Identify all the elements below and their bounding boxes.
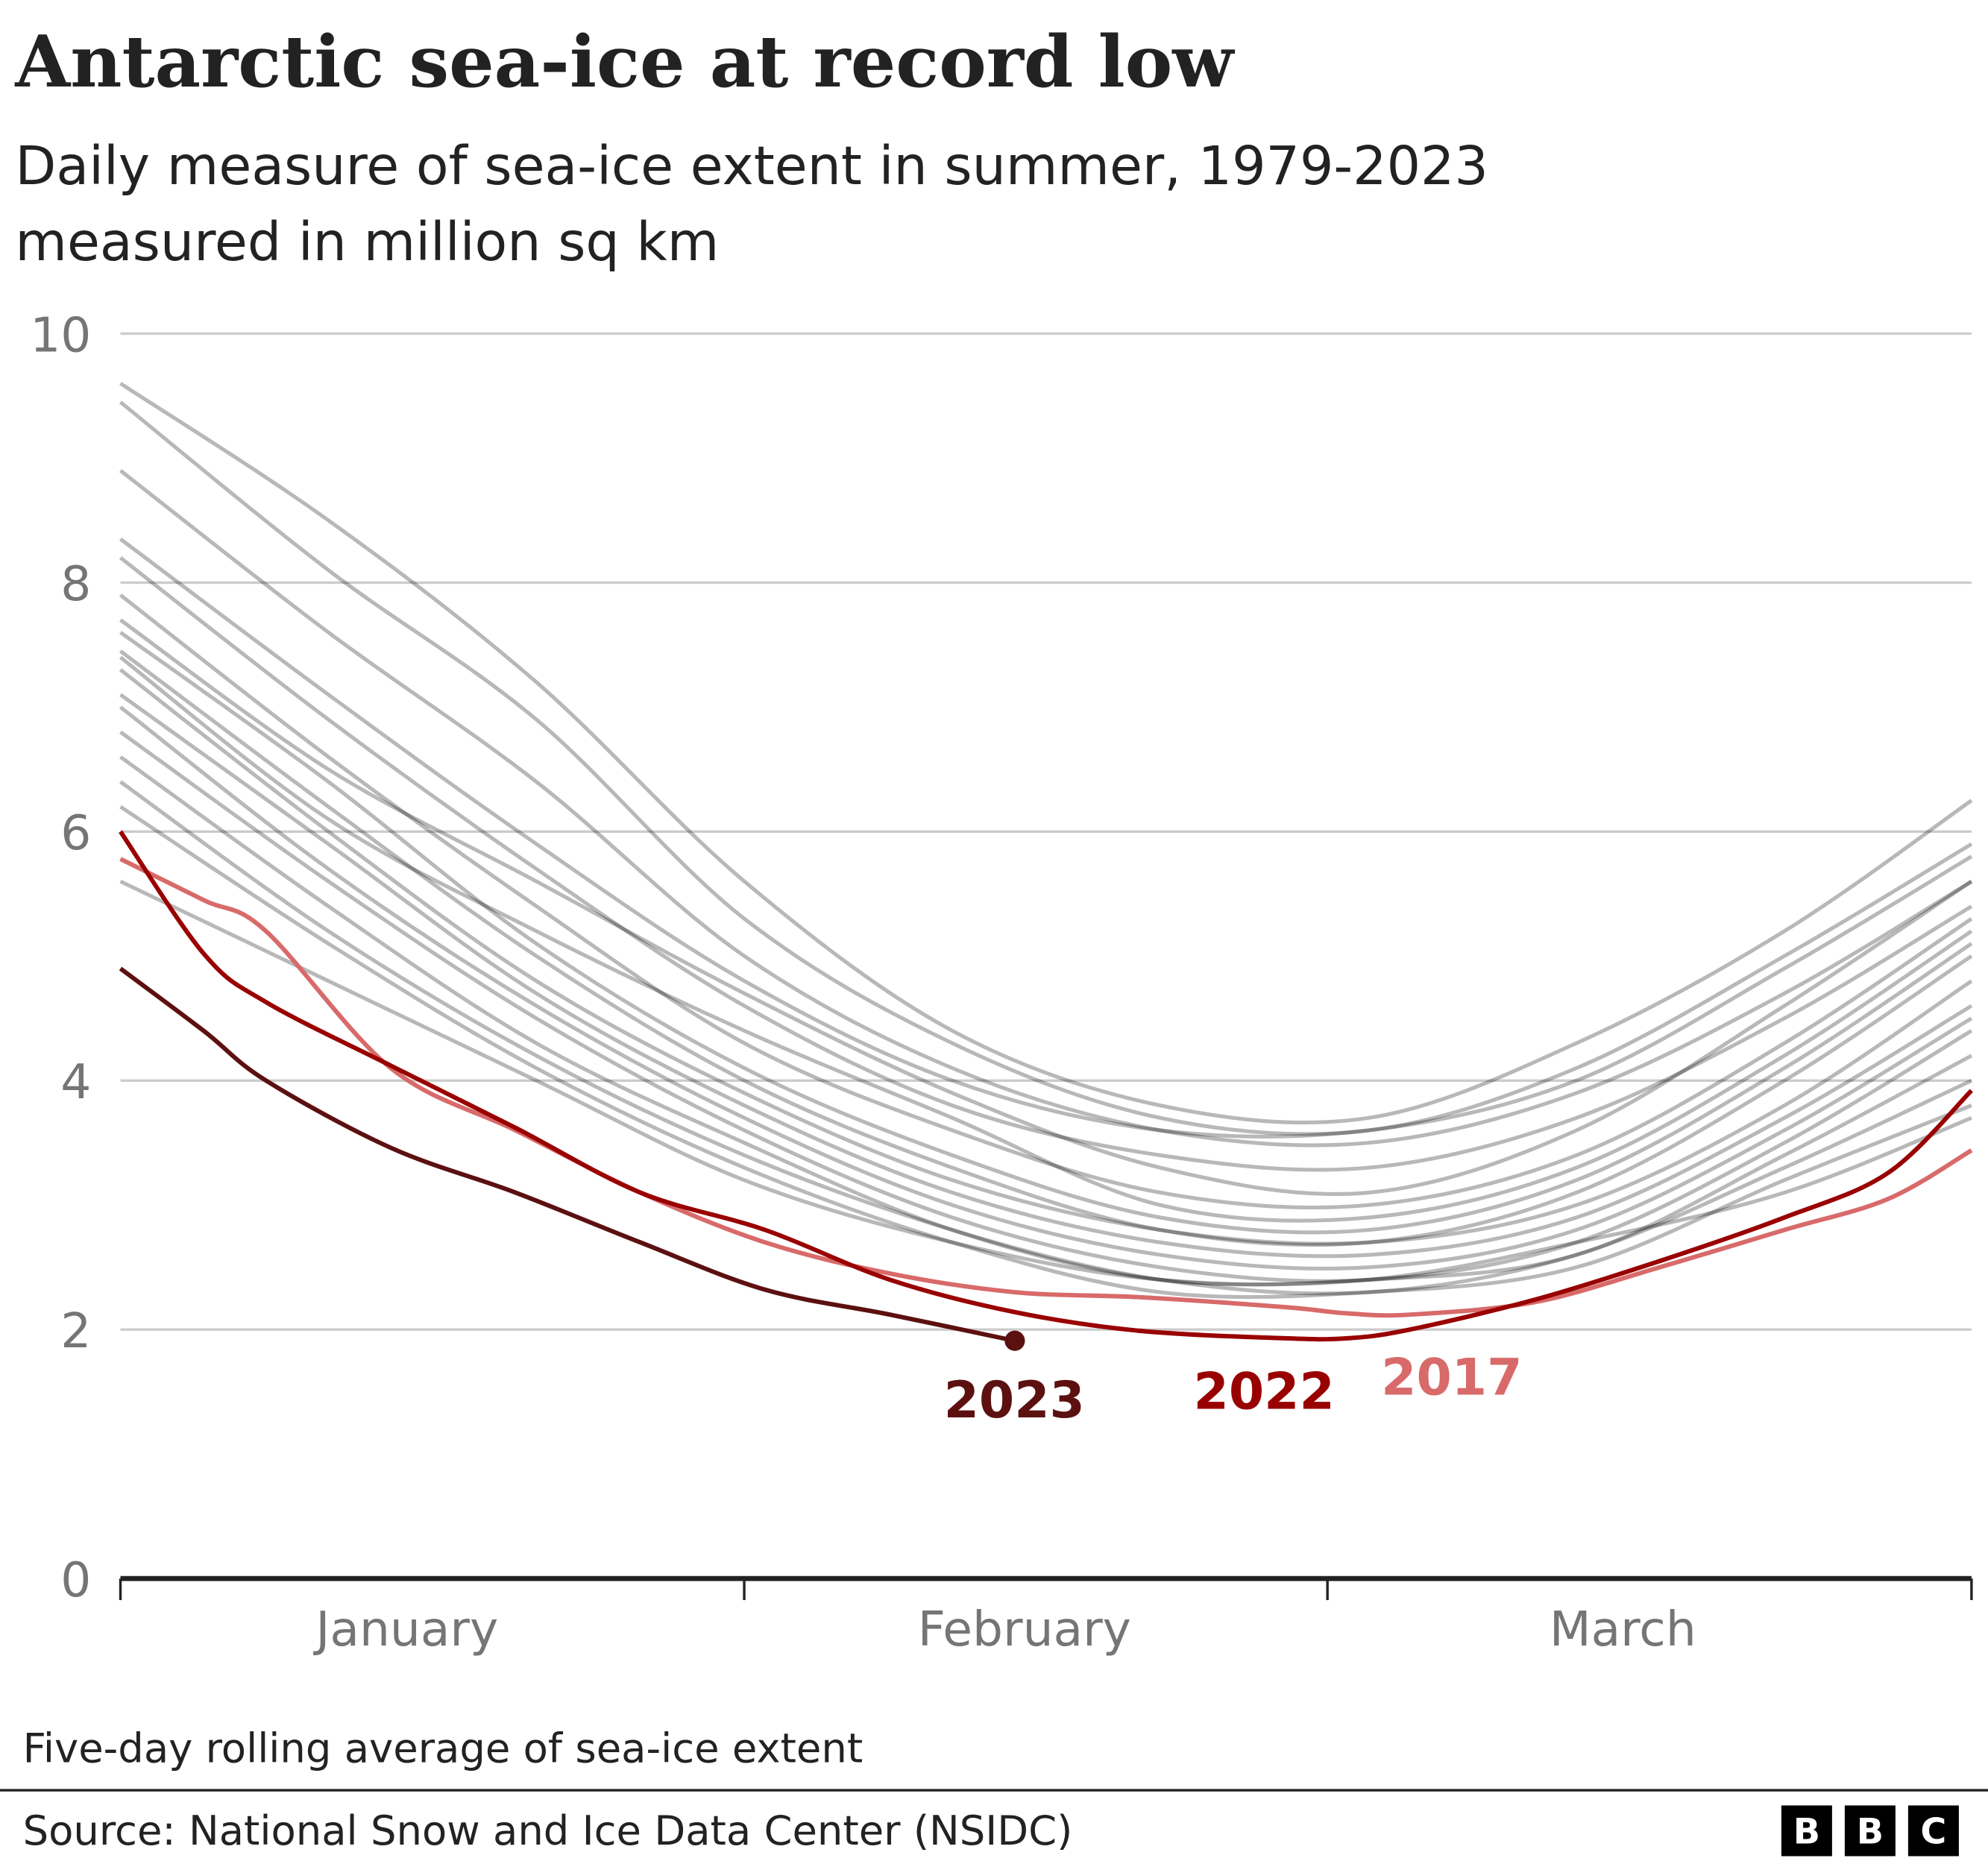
- x-tick-label-march: March: [1550, 1602, 1696, 1657]
- svg-text:B: B: [1857, 1811, 1884, 1852]
- background-year-line: [119, 780, 1972, 1296]
- series-line-2022: [119, 830, 1973, 1342]
- series-label-2022: 2022: [1194, 1362, 1335, 1421]
- background-year-line: [119, 382, 1973, 1125]
- background-year-line: [119, 593, 1973, 1210]
- background-year-line: [119, 879, 1972, 1287]
- series-label-2023: 2023: [944, 1371, 1085, 1430]
- y-tick-label: 2: [60, 1303, 91, 1359]
- background-year-line: [119, 400, 1973, 1136]
- background-year-line: [119, 469, 1973, 1147]
- y-tick-label: 10: [30, 307, 91, 363]
- background-year-line: [119, 655, 1973, 1223]
- background-year-line: [119, 631, 1973, 1235]
- chart-title: Antarctic sea-ice at record low: [14, 21, 1235, 104]
- background-year-line: [119, 649, 1973, 1247]
- y-tick-label: 0: [60, 1552, 91, 1608]
- series-line-2023: [119, 966, 1016, 1344]
- background-year-line: [119, 730, 1973, 1283]
- background-year-line: [119, 618, 1973, 1197]
- series-endpoint-2023: [1004, 1330, 1025, 1351]
- background-year-line: [119, 755, 1973, 1287]
- gridlines: [120, 332, 1972, 1331]
- background-year-line: [119, 705, 1973, 1271]
- y-tick-label: 6: [60, 805, 91, 861]
- background-year-line: [119, 556, 1973, 1172]
- x-axis-tick-marks: [119, 1578, 1973, 1601]
- background-year-line: [119, 693, 1973, 1259]
- chart-subtitle-line2: measured in million sq km: [15, 211, 719, 273]
- highlighted-years: [119, 830, 1973, 1351]
- background-year-line: [119, 537, 1973, 1139]
- series-label-2017: 2017: [1381, 1349, 1522, 1408]
- source-text: Source: National Snow and Ice Data Cente…: [23, 1807, 1073, 1854]
- background-year-line: [119, 668, 1973, 1246]
- y-axis-ticks: 0 2 4 6 8 10: [30, 307, 91, 1608]
- svg-text:C: C: [1920, 1811, 1946, 1852]
- chart-subtitle-line1: Daily measure of sea-ice extent in summe…: [15, 135, 1488, 197]
- x-tick-label-february: February: [918, 1602, 1131, 1657]
- background-year-line: [119, 805, 1972, 1300]
- x-tick-label-january: January: [312, 1602, 498, 1657]
- footnote: Five-day rolling average of sea-ice exte…: [23, 1725, 864, 1772]
- svg-text:B: B: [1793, 1811, 1820, 1852]
- y-tick-label: 4: [60, 1054, 91, 1110]
- y-tick-label: 8: [60, 556, 91, 612]
- background-years: [119, 382, 1973, 1300]
- bbc-logo: B B C: [1781, 1805, 1959, 1857]
